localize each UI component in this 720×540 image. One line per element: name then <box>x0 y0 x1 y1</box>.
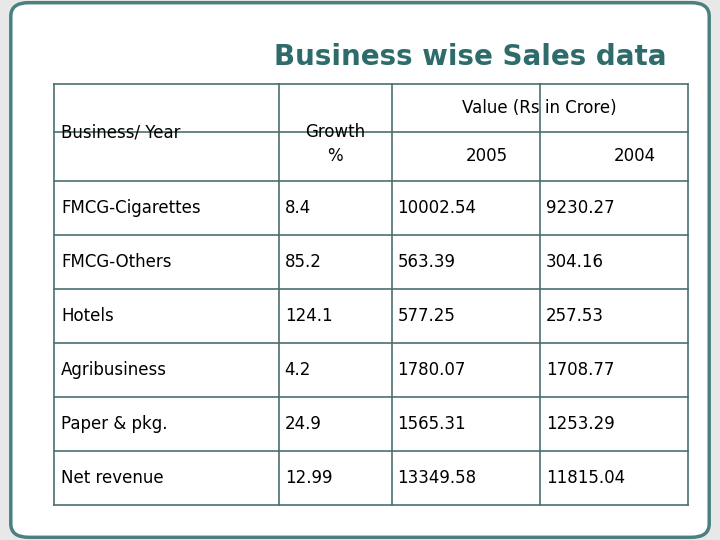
Text: Value (Rs in Crore): Value (Rs in Crore) <box>462 99 617 117</box>
Text: 24.9: 24.9 <box>284 415 322 433</box>
Text: Net revenue: Net revenue <box>61 469 164 487</box>
Text: Hotels: Hotels <box>61 307 114 325</box>
Text: 4.2: 4.2 <box>284 361 311 379</box>
Text: FMCG-Others: FMCG-Others <box>61 253 171 271</box>
Text: 1780.07: 1780.07 <box>397 361 466 379</box>
Text: Growth: Growth <box>305 123 365 141</box>
Text: 9230.27: 9230.27 <box>546 199 614 217</box>
Text: 13349.58: 13349.58 <box>397 469 477 487</box>
FancyBboxPatch shape <box>11 3 709 537</box>
Text: Business wise Sales data: Business wise Sales data <box>274 43 666 71</box>
Text: Paper & pkg.: Paper & pkg. <box>61 415 168 433</box>
Text: %: % <box>328 147 343 165</box>
Text: 124.1: 124.1 <box>284 307 333 325</box>
Text: Agribusiness: Agribusiness <box>61 361 167 379</box>
Text: 257.53: 257.53 <box>546 307 604 325</box>
Text: 577.25: 577.25 <box>397 307 455 325</box>
Text: 304.16: 304.16 <box>546 253 604 271</box>
Text: 2004: 2004 <box>613 147 656 165</box>
Text: 1565.31: 1565.31 <box>397 415 466 433</box>
Text: 563.39: 563.39 <box>397 253 456 271</box>
Text: Business/ Year: Business/ Year <box>61 123 181 141</box>
Text: 2005: 2005 <box>466 147 508 165</box>
Text: 11815.04: 11815.04 <box>546 469 625 487</box>
Text: FMCG-Cigarettes: FMCG-Cigarettes <box>61 199 201 217</box>
Text: 1253.29: 1253.29 <box>546 415 614 433</box>
Text: 85.2: 85.2 <box>284 253 322 271</box>
Text: 8.4: 8.4 <box>284 199 311 217</box>
Text: 12.99: 12.99 <box>284 469 332 487</box>
Text: 1708.77: 1708.77 <box>546 361 614 379</box>
Text: 10002.54: 10002.54 <box>397 199 477 217</box>
